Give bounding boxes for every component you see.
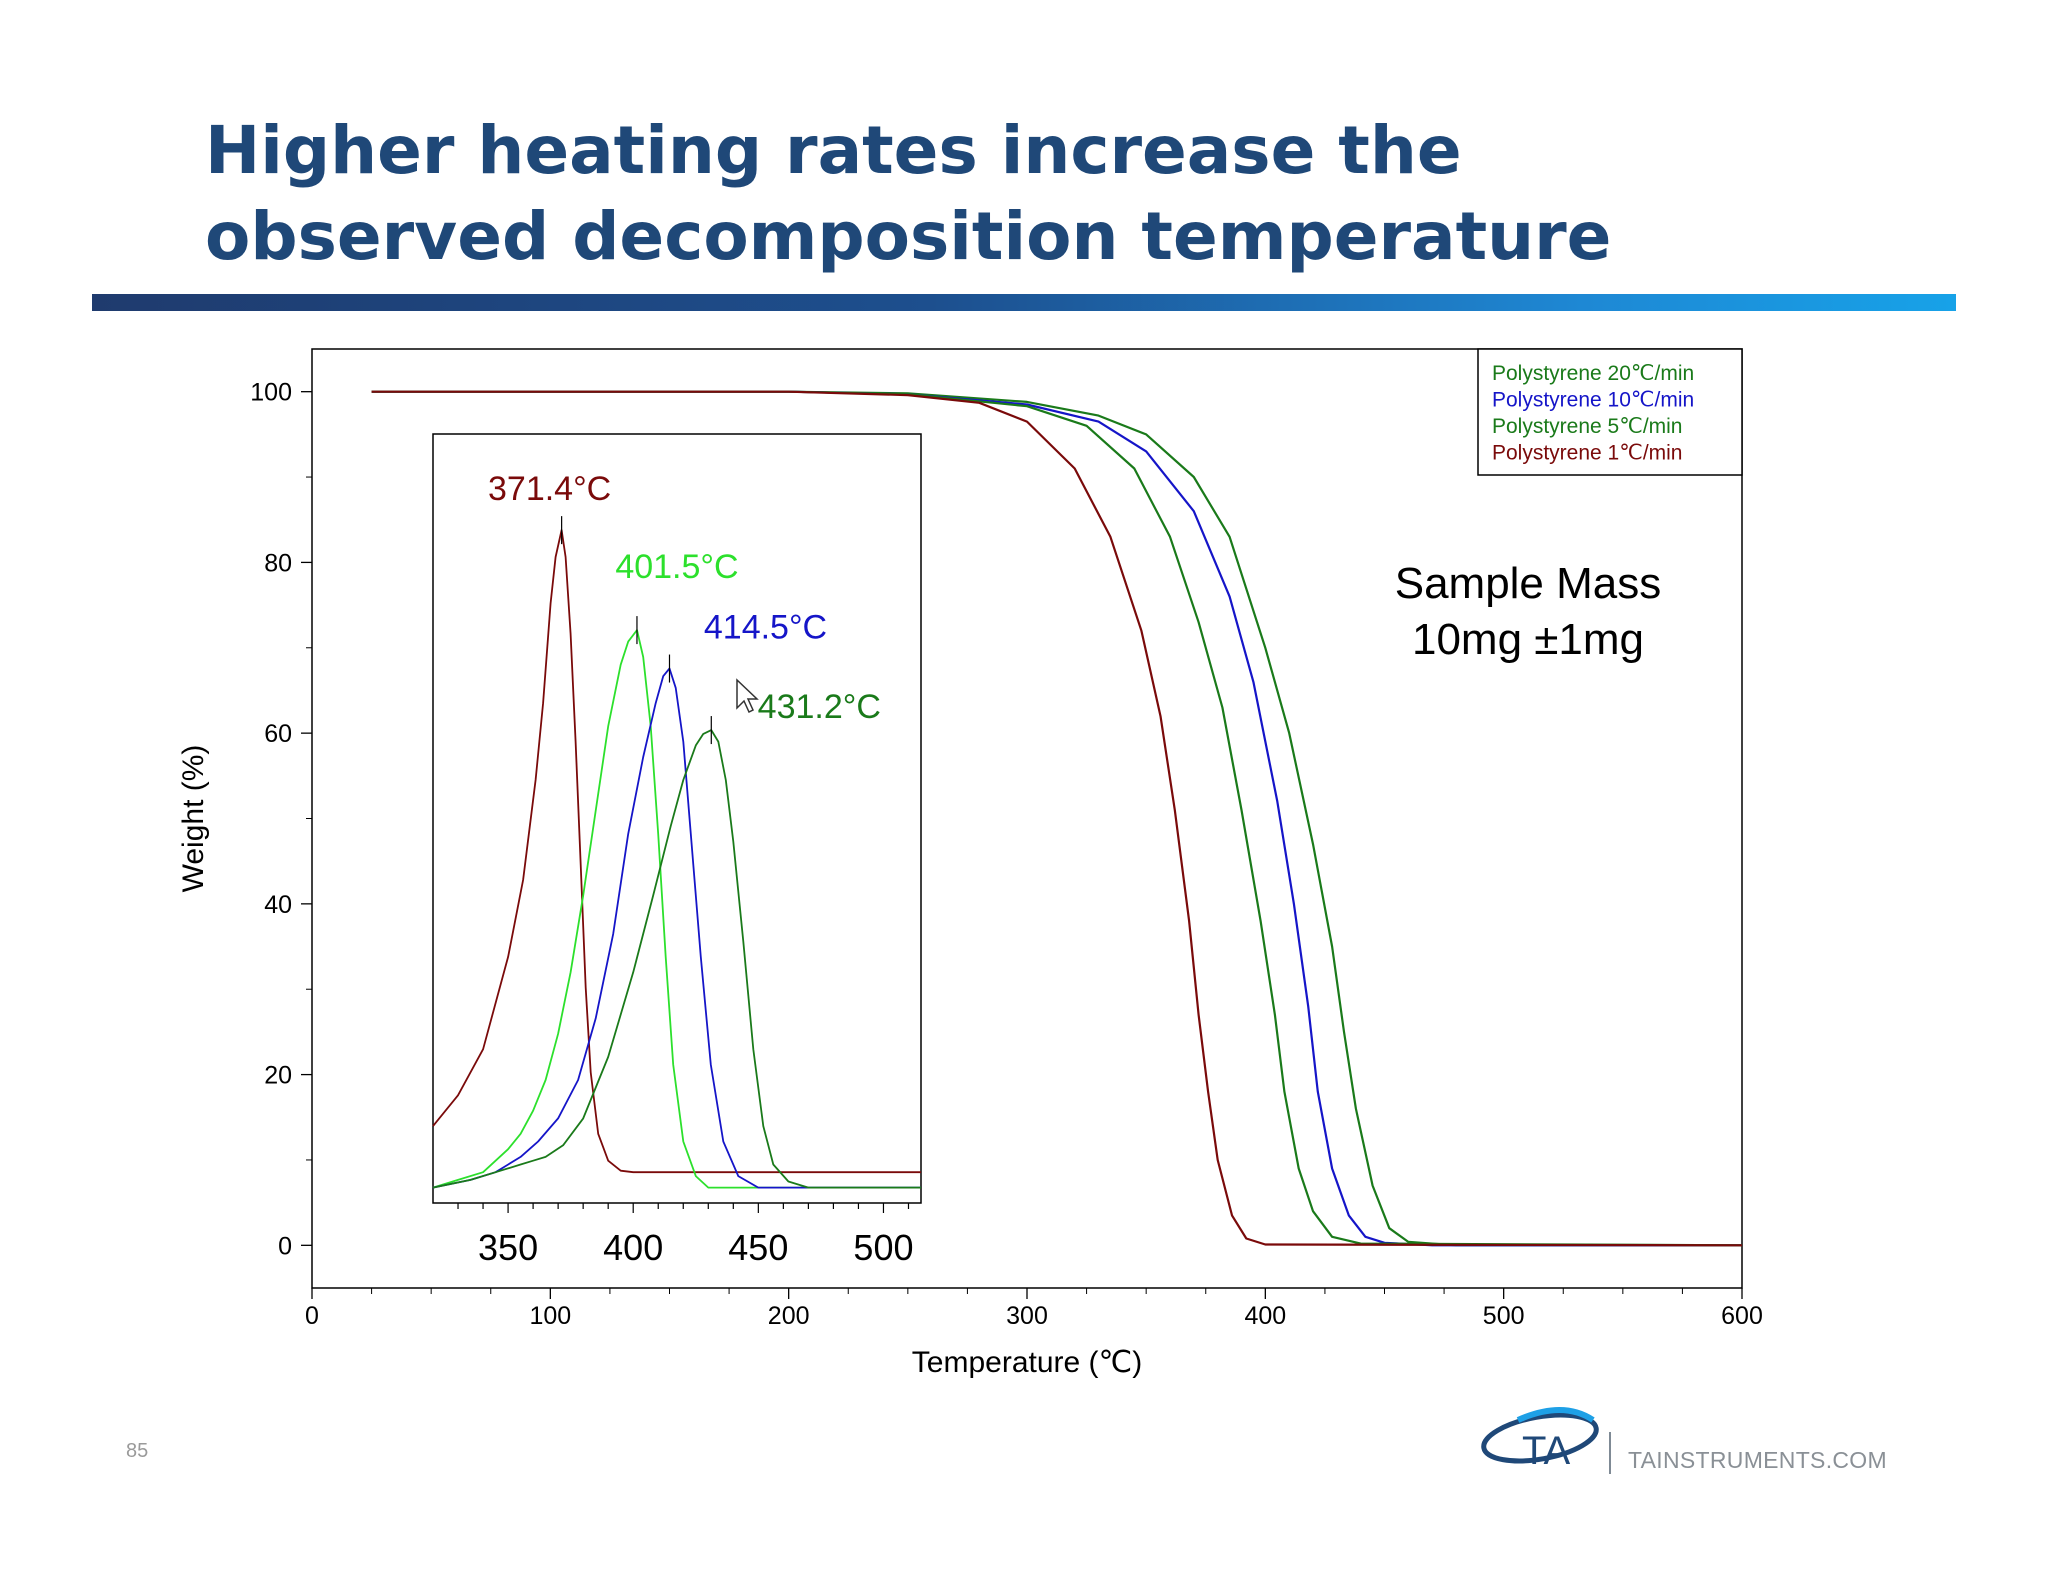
peak-label: 414.5°C xyxy=(704,609,827,647)
dtg-curve xyxy=(432,729,921,1189)
y-tick-label: 20 xyxy=(264,1062,292,1090)
x-axis-label: Temperature (℃) xyxy=(912,1346,1142,1379)
inset-frame xyxy=(432,433,922,1204)
y-tick-label: 60 xyxy=(264,720,292,748)
legend-box xyxy=(1477,348,1743,476)
inset-x-tick-label: 450 xyxy=(728,1227,788,1268)
x-tick-label: 600 xyxy=(1721,1302,1763,1330)
title-divider xyxy=(92,294,1956,311)
y-tick-label: 40 xyxy=(264,891,292,919)
x-tick-label: 100 xyxy=(529,1302,571,1330)
inset-x-tick-label: 500 xyxy=(853,1227,913,1268)
x-tick-label: 500 xyxy=(1483,1302,1525,1330)
dtg-curve xyxy=(432,629,921,1189)
x-tick-label: 300 xyxy=(1006,1302,1048,1330)
page-number: 85 xyxy=(126,1440,149,1462)
legend-entry: Polystyrene 10℃/min xyxy=(1492,389,1694,412)
y-axis-label: Weight (%) xyxy=(177,745,210,893)
y-tick-label: 0 xyxy=(278,1232,292,1260)
peak-label: 371.4°C xyxy=(488,470,611,508)
peak-label: 431.2°C xyxy=(758,688,881,726)
y-tick-label: 100 xyxy=(250,379,292,407)
sample-mass-annotation: Sample Mass xyxy=(1395,559,1662,608)
inset-x-tick-label: 400 xyxy=(603,1227,663,1268)
x-tick-label: 200 xyxy=(768,1302,810,1330)
logo-swoosh xyxy=(1481,1412,1599,1464)
website-url[interactable]: TAINSTRUMENTS.COM xyxy=(1628,1447,1887,1473)
logo-divider xyxy=(1609,1432,1611,1474)
sample-mass-annotation: 10mg ±1mg xyxy=(1412,615,1644,664)
y-tick-label: 80 xyxy=(264,549,292,577)
x-tick-label: 0 xyxy=(305,1302,319,1330)
legend-entry: Polystyrene 1℃/min xyxy=(1492,442,1683,465)
logo-text: TA xyxy=(1522,1429,1570,1473)
legend-entry: Polystyrene 20℃/min xyxy=(1492,362,1694,385)
legend-entry: Polystyrene 5℃/min xyxy=(1492,415,1683,438)
x-tick-label: 400 xyxy=(1244,1302,1286,1330)
logo-swoosh-highlight xyxy=(1516,1407,1595,1423)
peak-label: 401.5°C xyxy=(615,548,738,586)
weight-curve xyxy=(371,390,1743,1247)
dtg-curve xyxy=(432,667,921,1189)
mouse-cursor-icon xyxy=(736,678,759,714)
slide-title: Higher heating rates increase the observ… xyxy=(205,112,1612,275)
inset-x-tick-label: 350 xyxy=(478,1227,538,1268)
dtg-curve xyxy=(432,529,921,1174)
ta-logo: TA xyxy=(1481,1407,1599,1473)
